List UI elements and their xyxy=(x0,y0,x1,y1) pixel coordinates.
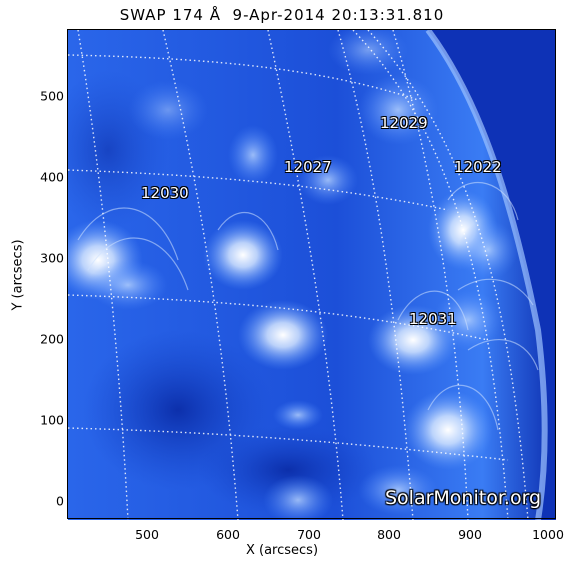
swap-euv-image xyxy=(68,30,556,520)
active-region-label: 12030 xyxy=(141,184,189,202)
x-tick-label: 900 xyxy=(458,527,482,542)
y-tick-label: 300 xyxy=(40,250,64,266)
x-tick-label: 500 xyxy=(135,527,159,542)
y-tick-label: 0 xyxy=(56,493,64,509)
solar-image-frame xyxy=(68,30,556,520)
solarmonitor-watermark: SolarMonitor.org xyxy=(385,487,542,509)
x-tick-label: 600 xyxy=(216,527,240,542)
x-tick-label: 700 xyxy=(297,527,321,542)
x-tick-label: 800 xyxy=(377,527,401,542)
y-axis-title: Y (arcsecs) xyxy=(10,239,26,311)
x-tick-label: 1000 xyxy=(532,527,564,542)
y-tick-label: 400 xyxy=(40,169,64,185)
x-axis-title: X (arcsecs) xyxy=(245,543,319,558)
active-region-label: 12022 xyxy=(454,158,502,176)
active-region-label: 12027 xyxy=(284,158,332,176)
image-title: SWAP 174 Å 9-Apr-2014 20:13:31.810 xyxy=(119,6,445,24)
y-tick-label: 200 xyxy=(40,331,64,347)
active-region-label: 12031 xyxy=(409,310,457,328)
active-region-label: 12029 xyxy=(380,114,428,132)
y-tick-label: 100 xyxy=(40,412,64,428)
y-tick-label: 500 xyxy=(40,88,64,104)
